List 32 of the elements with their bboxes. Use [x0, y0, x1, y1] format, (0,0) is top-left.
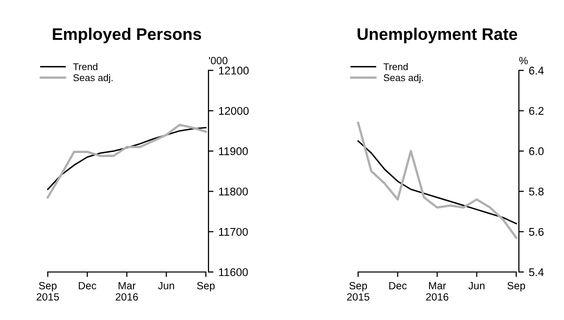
x-tick-label: Sep 2015	[347, 282, 370, 301]
x-tick-label: Dec	[78, 282, 96, 290]
y-tick-label: 6.4	[529, 66, 544, 75]
x-tick-label: Mar 2016	[426, 282, 448, 301]
y-tick-label: 5.4	[529, 268, 544, 276]
x-tick-label: Jun	[158, 282, 174, 290]
y-tick-label: 12000	[219, 106, 249, 115]
x-tick-label: Sep	[197, 282, 215, 292]
y-axis-title: %	[519, 56, 528, 64]
y-tick-label: 5.6	[529, 228, 544, 236]
chart-title: Unemployment Rate	[358, 28, 518, 44]
y-tick-label: 12100	[219, 66, 249, 75]
x-tick-label: Sep	[507, 282, 526, 292]
x-tick-label: Jun	[468, 282, 484, 290]
y-tick-label: 6.2	[529, 106, 544, 115]
legend-label: Seas adj.	[384, 74, 423, 84]
chart-title: Employed Persons	[52, 28, 202, 44]
y-tick-label: 6.0	[529, 147, 544, 156]
y-axis-title: '000	[209, 56, 228, 64]
y-tick-label: 11900	[219, 147, 248, 156]
y-tick-label: 11800	[219, 188, 248, 196]
legend-label: Trend	[73, 63, 98, 70]
x-tick-label: Dec	[389, 282, 407, 290]
x-tick-label: Sep 2015	[36, 282, 59, 301]
y-tick-label: 11700	[219, 228, 248, 236]
y-tick-label: 5.8	[529, 188, 544, 196]
line-series	[46, 124, 207, 199]
y-tick-label: 11600	[219, 268, 248, 276]
legend-label: Seas adj.	[73, 74, 113, 84]
line-series	[357, 122, 518, 239]
legend-label: Trend	[383, 63, 408, 70]
x-tick-label: Mar 2016	[116, 282, 138, 301]
